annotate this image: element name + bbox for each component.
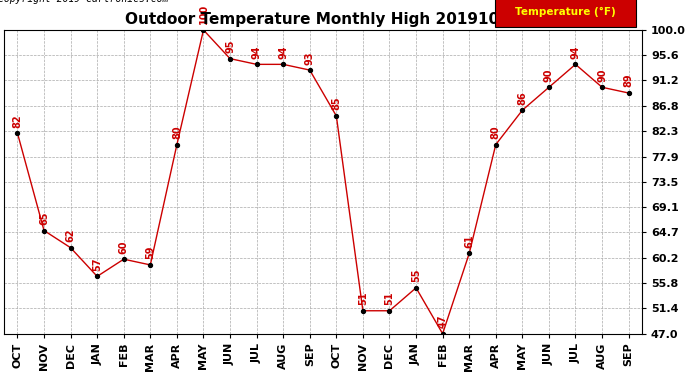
Text: 51: 51 [358,292,368,305]
Text: 82: 82 [12,114,23,128]
Point [331,113,342,119]
Text: 55: 55 [411,269,421,282]
Point [384,308,395,314]
Text: Copyright 2019 Cartronics.com: Copyright 2019 Cartronics.com [0,0,168,3]
Text: 60: 60 [119,240,129,254]
Text: 62: 62 [66,229,76,242]
Text: 59: 59 [146,246,155,259]
Point [12,130,23,136]
Text: 90: 90 [597,68,607,82]
Point [39,228,50,234]
Text: 61: 61 [464,234,474,248]
Text: 47: 47 [437,315,448,328]
Text: 95: 95 [225,40,235,53]
Point [92,273,103,279]
Text: Temperature (°F): Temperature (°F) [515,7,615,17]
Point [411,285,422,291]
Text: 57: 57 [92,257,102,271]
Point [491,142,502,148]
Text: 80: 80 [491,125,501,139]
Text: 90: 90 [544,68,554,82]
Text: 94: 94 [252,45,262,59]
Point [464,251,475,257]
Text: 94: 94 [278,45,288,59]
Text: 80: 80 [172,125,182,139]
Point [623,90,634,96]
Text: 51: 51 [384,292,395,305]
Point [118,256,129,262]
Text: 65: 65 [39,211,49,225]
Point [544,84,555,90]
Text: 93: 93 [305,51,315,64]
FancyBboxPatch shape [495,0,635,27]
Point [198,27,209,33]
Point [277,62,288,68]
Point [517,107,528,113]
Point [437,331,448,337]
Title: Outdoor Temperature Monthly High 20191009: Outdoor Temperature Monthly High 2019100… [126,12,521,27]
Text: 94: 94 [571,45,580,59]
Point [145,262,156,268]
Text: 85: 85 [331,97,342,110]
Point [597,84,608,90]
Text: 86: 86 [518,91,527,105]
Point [65,245,76,251]
Point [251,62,262,68]
Text: 89: 89 [624,74,633,87]
Point [304,67,315,73]
Point [570,62,581,68]
Point [224,56,235,62]
Point [171,142,182,148]
Text: 100: 100 [199,4,208,24]
Point [357,308,368,314]
